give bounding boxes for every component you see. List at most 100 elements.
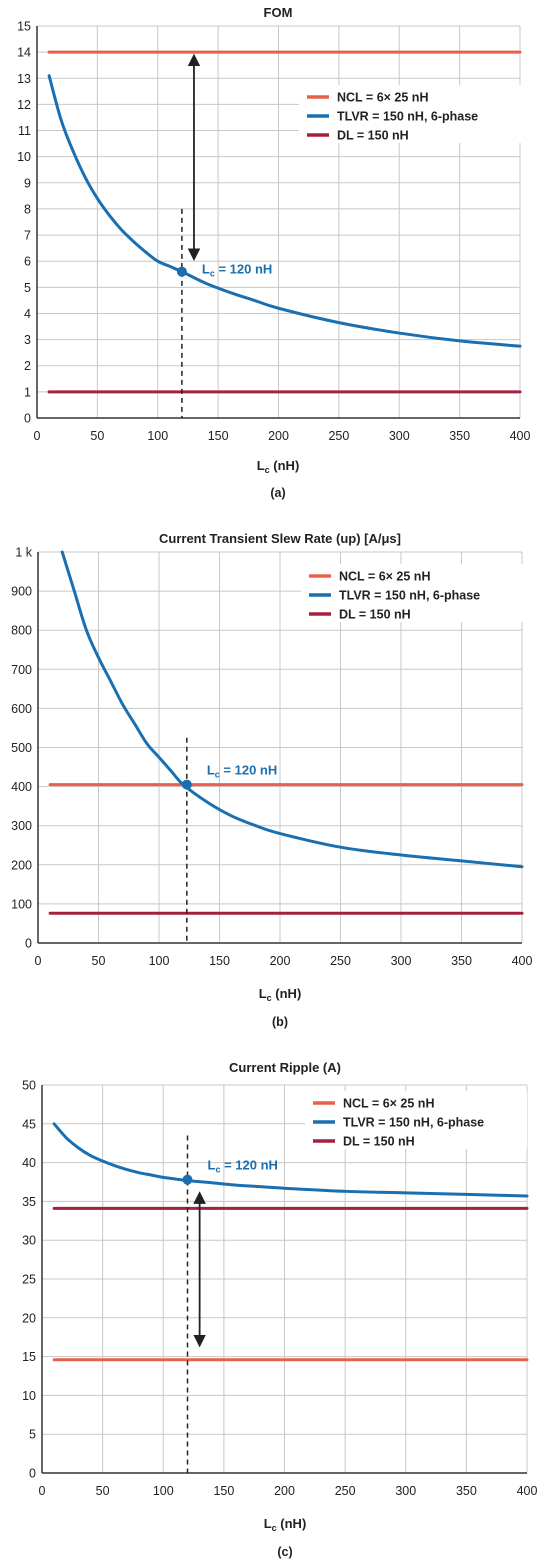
y-tick-label: 0 bbox=[29, 1467, 36, 1481]
y-tick-label: 40 bbox=[22, 1156, 36, 1170]
x-tick-label: 50 bbox=[92, 954, 106, 968]
y-tick-label: 700 bbox=[11, 663, 32, 677]
marker-point bbox=[181, 779, 192, 790]
y-tick-label: 45 bbox=[22, 1117, 36, 1131]
y-tick-label: 15 bbox=[17, 20, 31, 34]
legend: NCL = 6× 25 nH TLVR = 150 nH, 6-phase DL =… bbox=[305, 1091, 527, 1149]
panel-caption: (b) bbox=[272, 1015, 288, 1029]
x-axis-label: Lc (nH) bbox=[259, 986, 302, 1003]
y-tick-label: 25 bbox=[22, 1273, 36, 1287]
y-tick-label: 9 bbox=[24, 176, 31, 190]
y-tick-label: 10 bbox=[22, 1389, 36, 1403]
y-tick-label: 30 bbox=[22, 1234, 36, 1248]
marker-point bbox=[176, 266, 187, 277]
legend-label: NCL = 6× 25 nH bbox=[339, 570, 430, 584]
chart-title: FOM bbox=[264, 5, 293, 20]
y-tick-label: 15 bbox=[22, 1350, 36, 1364]
legend-background bbox=[299, 85, 521, 143]
x-tick-label: 250 bbox=[335, 1484, 356, 1498]
panel-caption: (a) bbox=[270, 486, 285, 500]
legend-label: TLVR = 150 nH, 6-phase bbox=[343, 1116, 484, 1130]
legend-label: TLVR = 150 nH, 6-phase bbox=[337, 110, 478, 124]
y-tick-label: 400 bbox=[11, 780, 32, 794]
y-tick-label: 13 bbox=[17, 72, 31, 86]
legend-label: TLVR = 150 nH, 6-phase bbox=[339, 589, 480, 603]
y-tick-label: 11 bbox=[18, 124, 31, 138]
x-tick-label: 50 bbox=[90, 429, 104, 443]
y-tick-label: 600 bbox=[11, 702, 32, 716]
legend-background bbox=[305, 1091, 527, 1149]
x-tick-label: 100 bbox=[153, 1484, 174, 1498]
y-tick-label: 20 bbox=[22, 1311, 36, 1325]
x-tick-label: 400 bbox=[517, 1484, 538, 1498]
marker-label: Lc = 120 nH bbox=[208, 1158, 278, 1175]
chart-title: Current Transient Slew Rate (up) [A/μs] bbox=[159, 531, 401, 546]
x-tick-label: 200 bbox=[274, 1484, 295, 1498]
x-axis-label: Lc (nH) bbox=[264, 1516, 307, 1533]
x-tick-label: 350 bbox=[449, 429, 470, 443]
x-tick-label: 0 bbox=[34, 429, 41, 443]
marker-point bbox=[182, 1174, 193, 1185]
x-tick-label: 100 bbox=[149, 954, 170, 968]
legend-label: DL = 150 nH bbox=[337, 129, 409, 143]
annotations: Lc = 120 nH bbox=[182, 1135, 278, 1473]
y-tick-label: 800 bbox=[11, 624, 32, 638]
marker-label: Lc = 120 nH bbox=[202, 262, 272, 279]
x-tick-label: 150 bbox=[208, 429, 229, 443]
x-tick-label: 150 bbox=[213, 1484, 234, 1498]
legend: NCL = 6× 25 nH TLVR = 150 nH, 6-phase DL =… bbox=[299, 85, 521, 143]
x-tick-label: 300 bbox=[389, 429, 410, 443]
x-tick-label: 350 bbox=[451, 954, 472, 968]
x-tick-label: 200 bbox=[268, 429, 289, 443]
y-tick-label: 1 k bbox=[15, 546, 32, 560]
y-tick-label: 5 bbox=[24, 281, 31, 295]
y-tick-label: 1 bbox=[24, 385, 31, 399]
series-group bbox=[47, 50, 522, 394]
y-tick-label: 50 bbox=[22, 1079, 36, 1093]
series-line-tlvr bbox=[52, 1122, 529, 1198]
x-tick-label: 50 bbox=[96, 1484, 110, 1498]
chart-title: Current Ripple (A) bbox=[229, 1060, 341, 1075]
tick-labels: 0 50 100 150 200 250 300 350 400 0 100 200 300 400 500… bbox=[11, 546, 532, 969]
x-axis-label: Lc (nH) bbox=[257, 458, 300, 475]
y-tick-label: 7 bbox=[24, 229, 31, 243]
x-tick-label: 350 bbox=[456, 1484, 477, 1498]
x-tick-label: 400 bbox=[510, 429, 531, 443]
x-tick-label: 150 bbox=[209, 954, 230, 968]
y-tick-label: 10 bbox=[17, 150, 31, 164]
y-tick-label: 0 bbox=[25, 937, 32, 951]
y-tick-label: 100 bbox=[11, 897, 32, 911]
x-tick-label: 0 bbox=[39, 1484, 46, 1498]
x-tick-label: 0 bbox=[35, 954, 42, 968]
y-tick-label: 300 bbox=[11, 819, 32, 833]
x-tick-label: 200 bbox=[270, 954, 291, 968]
y-tick-label: 200 bbox=[11, 858, 32, 872]
panel-caption: (c) bbox=[277, 1545, 292, 1559]
y-tick-label: 2 bbox=[24, 359, 31, 373]
series-line-tlvr bbox=[60, 550, 524, 869]
series-line-tlvr bbox=[47, 74, 522, 348]
series-group bbox=[52, 1122, 529, 1362]
legend-label: DL = 150 nH bbox=[339, 608, 411, 622]
annotations: Lc = 120 nH bbox=[181, 737, 277, 943]
legend-label: DL = 150 nH bbox=[343, 1135, 415, 1149]
y-tick-label: 12 bbox=[17, 98, 31, 112]
x-tick-label: 100 bbox=[147, 429, 168, 443]
grid bbox=[36, 25, 521, 419]
annotations: Lc = 120 nH bbox=[176, 53, 272, 418]
legend-label: NCL = 6× 25 nH bbox=[343, 1097, 434, 1111]
y-tick-label: 900 bbox=[11, 585, 32, 599]
chart-panel-a: FOM NCL = 6× 25 nH TLVR = 150 nH, 6-phase… bbox=[17, 5, 530, 500]
x-tick-label: 400 bbox=[512, 954, 533, 968]
y-tick-label: 3 bbox=[24, 333, 31, 347]
x-tick-label: 300 bbox=[391, 954, 412, 968]
marker-label: Lc = 120 nH bbox=[207, 763, 277, 780]
y-tick-label: 0 bbox=[24, 412, 31, 426]
y-tick-label: 6 bbox=[24, 255, 31, 269]
tick-labels: 0 50 100 150 200 250 300 350 4000123456789101112… bbox=[17, 20, 530, 444]
chart-panel-b: Current Transient Slew Rate (up) [A/μs] … bbox=[11, 531, 532, 1029]
legend-background bbox=[301, 564, 523, 622]
y-tick-label: 14 bbox=[17, 46, 31, 60]
y-tick-label: 35 bbox=[22, 1195, 36, 1209]
x-tick-label: 250 bbox=[328, 429, 349, 443]
